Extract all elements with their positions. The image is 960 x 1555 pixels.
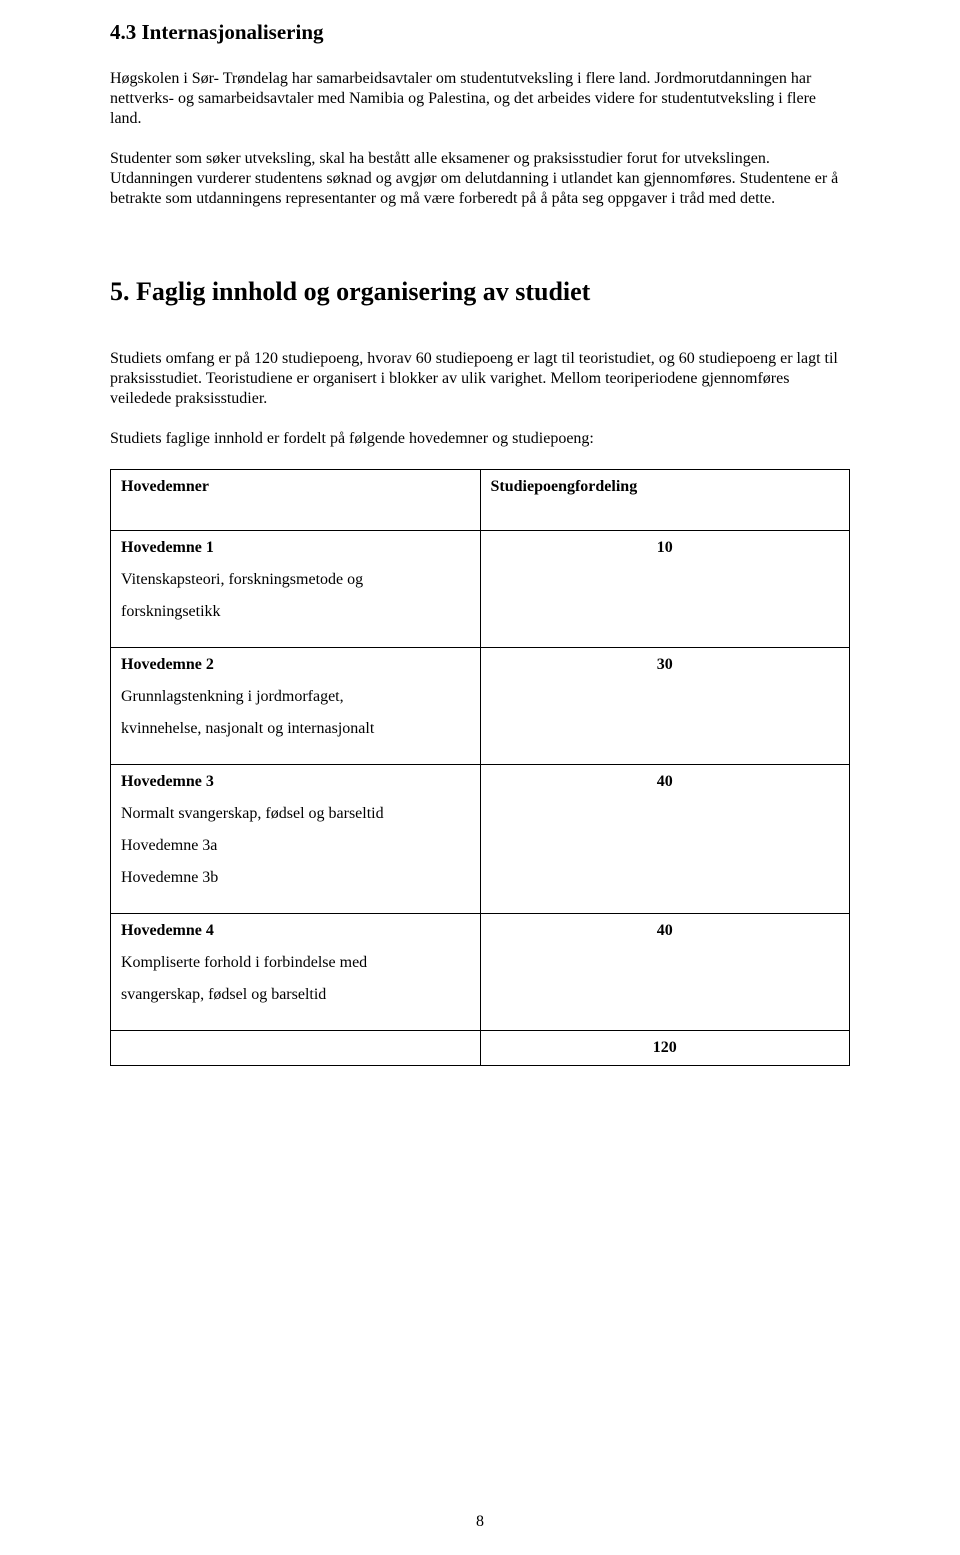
table-cell-line: Hovedemne 3b xyxy=(121,869,470,887)
section-4-3-para-1: Høgskolen i Sør- Trøndelag har samarbeid… xyxy=(110,69,850,129)
table-cell-line: Vitenskapsteori, forskningsmetode og xyxy=(121,571,470,589)
table-cell-value: 10 xyxy=(480,531,850,648)
table-total-left xyxy=(111,1031,481,1066)
table-header-right: Studiepoengfordeling xyxy=(480,470,850,531)
table-cell-line: kvinnehelse, nasjonalt og internasjonalt xyxy=(121,720,470,738)
table-total-row: 120 xyxy=(111,1031,850,1066)
table-row: Hovedemne 1 Vitenskapsteori, forskningsme… xyxy=(111,531,850,648)
table-cell-line: forskningsetikk xyxy=(121,603,470,621)
table-row: Hovedemne 3 Normalt svangerskap, fødsel o… xyxy=(111,765,850,914)
table-cell-line: Normalt svangerskap, fødsel og barseltid xyxy=(121,805,470,823)
table-cell-line: svangerskap, fødsel og barseltid xyxy=(121,986,470,1004)
table-row: Hovedemne 4 Kompliserte forhold i forbind… xyxy=(111,914,850,1031)
table-cell-value: 30 xyxy=(480,648,850,765)
table-cell-line: Hovedemne 2 xyxy=(121,656,470,674)
table-cell-line: Hovedemne 3a xyxy=(121,837,470,855)
table-cell-left: Hovedemne 3 Normalt svangerskap, fødsel o… xyxy=(111,765,481,914)
section-4-3-heading: 4.3 Internasjonalisering xyxy=(110,20,850,45)
section-5-para-2: Studiets faglige innhold er fordelt på f… xyxy=(110,429,850,449)
page-number: 8 xyxy=(0,1513,960,1531)
section-5-heading: 5. Faglig innhold og organisering av stu… xyxy=(110,277,850,307)
table-total-value: 120 xyxy=(480,1031,850,1066)
section-5-para-1b: veiledede praksisstudier. xyxy=(110,389,850,409)
table-cell-value: 40 xyxy=(480,914,850,1031)
hovedemner-table: Hovedemner Studiepoengfordeling Hovedemn… xyxy=(110,469,850,1066)
table-cell-left: Hovedemne 2 Grunnlagstenkning i jordmorfa… xyxy=(111,648,481,765)
table-cell-line: Hovedemne 3 xyxy=(121,773,470,791)
table-header-row: Hovedemner Studiepoengfordeling xyxy=(111,470,850,531)
table-cell-left: Hovedemne 1 Vitenskapsteori, forskningsme… xyxy=(111,531,481,648)
table-row: Hovedemne 2 Grunnlagstenkning i jordmorfa… xyxy=(111,648,850,765)
table-cell-left: Hovedemne 4 Kompliserte forhold i forbind… xyxy=(111,914,481,1031)
table-header-left: Hovedemner xyxy=(111,470,481,531)
section-4-3-para-2: Studenter som søker utveksling, skal ha … xyxy=(110,149,850,209)
table-cell-value: 40 xyxy=(480,765,850,914)
table-cell-line: Grunnlagstenkning i jordmorfaget, xyxy=(121,688,470,706)
section-5-para-1a: Studiets omfang er på 120 studiepoeng, h… xyxy=(110,349,850,389)
table-cell-line: Kompliserte forhold i forbindelse med xyxy=(121,954,470,972)
table-cell-line: Hovedemne 1 xyxy=(121,539,470,557)
table-cell-line: Hovedemne 4 xyxy=(121,922,470,940)
